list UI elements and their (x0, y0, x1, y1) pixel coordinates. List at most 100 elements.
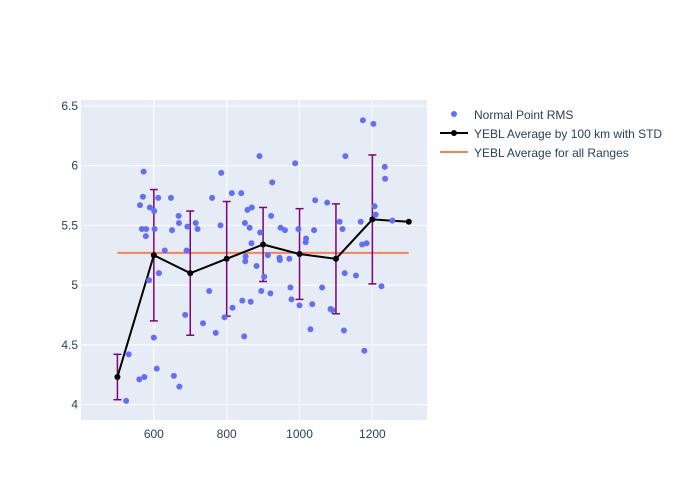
average-line-layer (114, 216, 412, 381)
legend-item-average[interactable]: YEBL Average by 100 km with STD (440, 127, 662, 141)
y-tick-labels: 4 4.5 5 5.5 6 6.5 (61, 99, 78, 412)
rms-point (217, 222, 224, 229)
rms-point (169, 227, 176, 234)
rms-point (311, 227, 318, 234)
legend-label-points: Normal Point RMS (474, 108, 573, 122)
rms-point (146, 277, 153, 284)
rms-point (155, 270, 162, 277)
rms-point (352, 272, 359, 279)
average-point (114, 374, 121, 381)
rms-point (139, 193, 146, 200)
rms-point (242, 258, 249, 265)
average-point (260, 241, 267, 248)
rms-point (342, 153, 349, 160)
rms-point (170, 372, 177, 379)
rms-point (138, 225, 145, 232)
rms-point (150, 334, 157, 341)
rms-point (256, 153, 263, 160)
rms-point (269, 179, 276, 186)
rms-point (371, 203, 378, 210)
rms-point (206, 288, 213, 295)
rms-point (151, 225, 158, 232)
rms-point (286, 255, 293, 262)
rms-point (363, 240, 370, 247)
x-tick-label: 600 (144, 427, 164, 441)
rms-point (341, 270, 348, 277)
legend-item-overall[interactable]: YEBL Average for all Ranges (440, 146, 629, 160)
rms-point (257, 229, 264, 236)
rms-point (175, 219, 182, 226)
rms-point (258, 288, 265, 295)
rms-point (175, 212, 182, 219)
rms-point (261, 273, 268, 280)
y-tick-label: 6.5 (61, 99, 78, 113)
legend-item-points[interactable]: Normal Point RMS (451, 108, 573, 122)
rms-point (248, 204, 255, 211)
rms-point (151, 208, 158, 215)
rms-point (242, 253, 249, 260)
rms-point (228, 190, 235, 197)
rms-point (253, 262, 260, 269)
rms-point (370, 120, 377, 127)
rms-point (140, 168, 147, 175)
rms-point (167, 194, 174, 201)
rms-point (194, 225, 201, 232)
rms-point (209, 194, 216, 201)
rms-point (239, 297, 246, 304)
rms-point (359, 117, 366, 124)
rms-point (229, 304, 236, 311)
rms-point (183, 247, 190, 254)
average-point (150, 252, 157, 259)
rms-point (381, 163, 388, 170)
rms-point (241, 333, 248, 340)
rms-point (295, 225, 302, 232)
rms-point (309, 301, 316, 308)
rms-point (340, 327, 347, 334)
rms-point (212, 329, 219, 336)
rms-point (324, 199, 331, 206)
rms-point (143, 225, 150, 232)
average-point (296, 251, 303, 258)
legend-label-average: YEBL Average by 100 km with STD (474, 127, 662, 141)
rms-point (296, 302, 303, 309)
rms-point (357, 218, 364, 225)
x-tick-label: 1200 (359, 427, 386, 441)
x-tick-label: 1000 (286, 427, 313, 441)
rms-point (303, 235, 310, 242)
rms-point (244, 206, 251, 213)
legend-label-overall: YEBL Average for all Ranges (474, 146, 629, 160)
average-point (332, 255, 339, 262)
x-tick-labels: 600 800 1000 1200 (144, 427, 386, 441)
rms-point (153, 365, 160, 372)
rms-point (276, 257, 283, 263)
average-point (369, 216, 376, 223)
y-tick-label: 4 (71, 397, 78, 411)
rms-point (277, 224, 284, 231)
rms-point (123, 397, 130, 404)
rms-point (238, 190, 245, 197)
rms-point (221, 314, 228, 321)
rms-point (176, 383, 183, 390)
rms-point (339, 225, 346, 232)
rms-point (246, 224, 253, 231)
x-tick-label: 800 (217, 427, 237, 441)
rms-point (125, 351, 132, 358)
average-point (223, 255, 230, 262)
legend[interactable]: Normal Point RMS YEBL Average by 100 km … (440, 108, 662, 160)
rms-point (248, 240, 255, 247)
legend-marker-average (451, 130, 457, 136)
rms-point (267, 290, 274, 297)
rms-point (192, 219, 199, 226)
rms-point (307, 326, 314, 333)
rms-point (137, 202, 144, 209)
y-tick-label: 6 (71, 159, 78, 173)
y-tick-label: 5.5 (61, 218, 78, 232)
rms-point (155, 194, 162, 201)
y-tick-label: 4.5 (61, 338, 78, 352)
plot-area (81, 100, 427, 420)
rms-points-layer (123, 117, 396, 404)
y-gridlines (81, 105, 427, 405)
y-tick-label: 5 (71, 278, 78, 292)
rms-point (336, 218, 343, 225)
